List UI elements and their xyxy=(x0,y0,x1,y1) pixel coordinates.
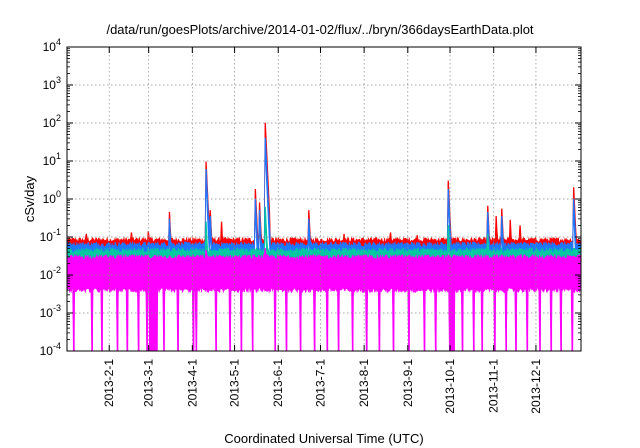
y-tick-label: 101 xyxy=(43,151,61,168)
x-tick-label: 2013-2-1 xyxy=(102,359,116,407)
chart-title: /data/run/goesPlots/archive/2014-01-02/f… xyxy=(106,22,533,37)
x-tick-label: 2013-12-1 xyxy=(529,359,543,414)
x-axis-label: Coordinated Universal Time (UTC) xyxy=(224,431,423,446)
x-tick-label: 2013-7-1 xyxy=(314,359,328,407)
x-tick-label: 2013-3-1 xyxy=(142,359,156,407)
grid-layer xyxy=(67,47,581,351)
axis-layer: 10-4 10-3 10-2 10-1 100 101 102 103 104 2013-2-1 2… xyxy=(40,37,581,414)
y-tick-label: 10-2 xyxy=(40,265,61,282)
y-axis-label: cSv/day xyxy=(22,175,37,222)
y-tick-label: 10-3 xyxy=(40,303,61,320)
x-tick-label: 2013-8-1 xyxy=(357,359,371,407)
x-tick-label: 2013-6-1 xyxy=(271,359,285,407)
y-tick-label: 102 xyxy=(43,113,61,130)
x-tick-label: 2013-10-1 xyxy=(443,359,457,414)
y-tick-label: 103 xyxy=(43,75,61,92)
x-tick-label: 2013-9-1 xyxy=(401,359,415,407)
x-tick-label: 2013-4-1 xyxy=(185,359,199,407)
y-tick-label: 10-1 xyxy=(40,227,61,244)
series-band-3 xyxy=(66,248,582,352)
y-tick-label: 10-4 xyxy=(40,341,61,358)
y-tick-label: 104 xyxy=(43,37,61,54)
x-tick-label: 2013-5-1 xyxy=(228,359,242,407)
x-tick-label: 2013-11-1 xyxy=(487,359,501,413)
y-tick-label: 100 xyxy=(43,189,61,206)
series-layer xyxy=(66,122,582,352)
